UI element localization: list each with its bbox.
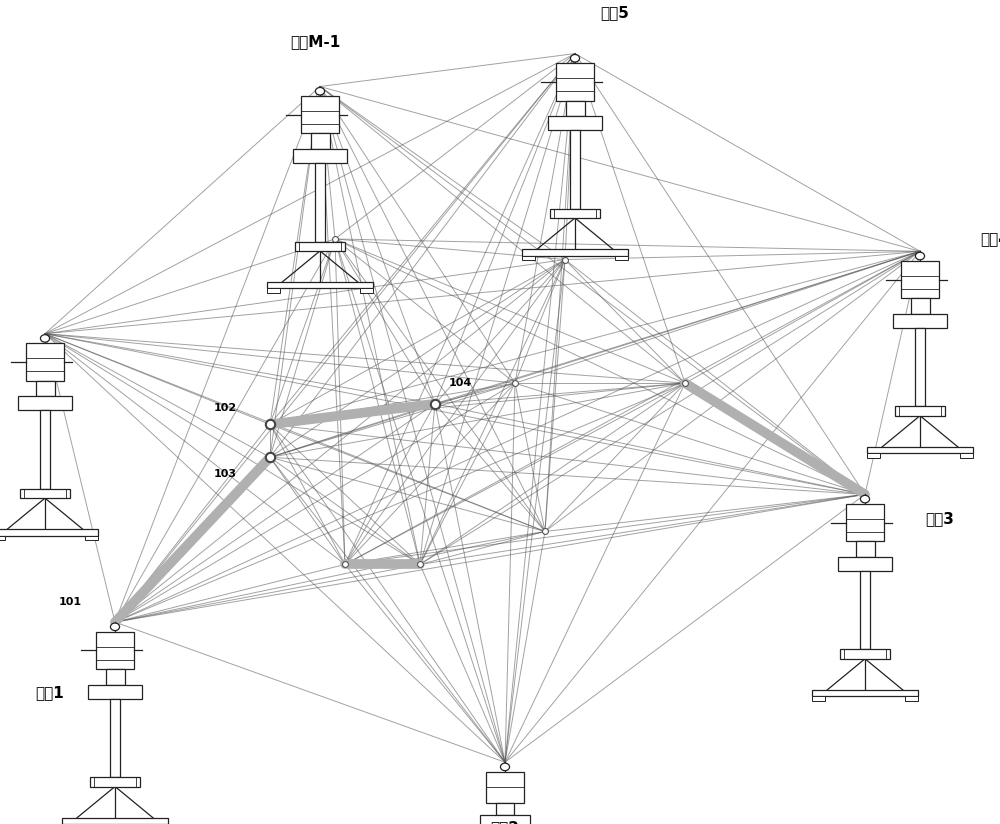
Bar bbox=[293, 149, 347, 163]
Circle shape bbox=[500, 763, 510, 770]
Text: 102: 102 bbox=[213, 403, 237, 413]
Point bbox=[507, 377, 523, 390]
Bar bbox=[26, 343, 64, 381]
Bar bbox=[522, 255, 535, 260]
Point bbox=[537, 525, 553, 538]
Circle shape bbox=[315, 87, 325, 95]
Bar bbox=[812, 691, 918, 696]
Bar bbox=[40, 410, 50, 489]
Circle shape bbox=[860, 495, 870, 503]
Bar bbox=[846, 503, 884, 541]
Bar bbox=[360, 288, 373, 293]
Bar bbox=[480, 816, 530, 824]
Bar bbox=[838, 557, 892, 571]
Text: 站位1: 站位1 bbox=[36, 685, 64, 700]
Bar bbox=[840, 649, 890, 659]
Bar bbox=[267, 282, 373, 288]
Bar bbox=[315, 163, 325, 241]
Bar bbox=[496, 803, 514, 816]
Point bbox=[327, 232, 343, 246]
Bar bbox=[812, 696, 825, 701]
Bar bbox=[88, 685, 142, 699]
Circle shape bbox=[570, 54, 580, 62]
Bar bbox=[85, 536, 98, 541]
Bar bbox=[915, 328, 925, 406]
Bar bbox=[615, 255, 628, 260]
Point bbox=[412, 558, 428, 571]
Bar bbox=[856, 541, 874, 557]
Point bbox=[262, 451, 278, 464]
Text: 站位3: 站位3 bbox=[926, 512, 954, 527]
Bar bbox=[548, 116, 602, 130]
Bar bbox=[895, 406, 945, 416]
Bar bbox=[867, 453, 880, 458]
Bar bbox=[310, 133, 330, 149]
Bar bbox=[860, 571, 870, 649]
Circle shape bbox=[40, 335, 50, 342]
Bar bbox=[0, 536, 5, 541]
Bar bbox=[911, 298, 930, 314]
Bar bbox=[522, 249, 628, 255]
Text: 站位5: 站位5 bbox=[601, 5, 629, 20]
Bar bbox=[295, 241, 345, 250]
Bar bbox=[486, 771, 524, 803]
Text: 103: 103 bbox=[214, 469, 237, 479]
Bar bbox=[893, 314, 947, 328]
Bar bbox=[901, 260, 939, 298]
Bar bbox=[106, 669, 125, 685]
Bar bbox=[570, 130, 580, 208]
Point bbox=[557, 253, 573, 266]
Text: 101: 101 bbox=[58, 597, 82, 606]
Bar bbox=[0, 529, 98, 536]
Point bbox=[427, 397, 443, 410]
Bar bbox=[267, 288, 280, 293]
Point bbox=[262, 418, 278, 431]
Bar bbox=[301, 96, 339, 133]
Bar bbox=[96, 631, 134, 669]
Bar bbox=[566, 101, 584, 116]
Bar bbox=[905, 696, 918, 701]
Bar bbox=[18, 396, 72, 410]
Bar bbox=[20, 489, 70, 498]
Bar bbox=[867, 447, 973, 453]
Bar bbox=[110, 699, 120, 777]
Point bbox=[677, 377, 693, 390]
Circle shape bbox=[915, 252, 925, 260]
Point bbox=[337, 558, 353, 571]
Bar bbox=[556, 63, 594, 101]
Circle shape bbox=[110, 623, 120, 630]
Bar bbox=[90, 777, 140, 786]
Bar bbox=[62, 817, 168, 824]
Text: 站位2: 站位2 bbox=[490, 821, 520, 824]
Bar bbox=[36, 381, 54, 396]
Text: 站位M-1: 站位M-1 bbox=[290, 34, 340, 49]
Bar bbox=[550, 208, 600, 218]
Bar bbox=[960, 453, 973, 458]
Text: 104: 104 bbox=[448, 378, 472, 388]
Text: 站位4: 站位4 bbox=[981, 232, 1000, 246]
